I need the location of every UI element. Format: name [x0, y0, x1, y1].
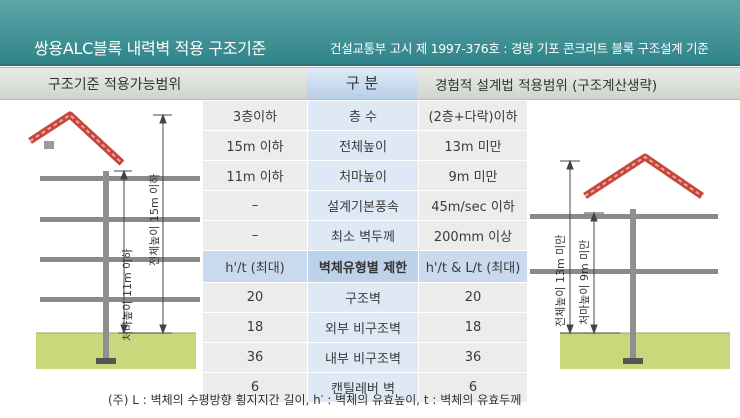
table-cell: 내부 비구조벽	[307, 342, 419, 373]
page-subtitle: 건설교통부 고시 제 1997-376호 : 경량 기포 콘크리트 블록 구조설…	[330, 41, 709, 56]
dimension-lines	[114, 113, 172, 335]
table-row: – 설계기본풍속 45m/sec 이하	[203, 190, 527, 221]
table-cell: 13m 미만	[418, 130, 527, 161]
header-bar: 쌍용ALC블록 내력벽 적용 구조기준 건설교통부 고시 제 1997-376호…	[0, 0, 740, 66]
table-row: 3층이하 층 수 (2층+다락)이하	[203, 101, 527, 131]
left-building-diagram: 처마높이 11m 이하 전체높이 15m 이하	[28, 111, 200, 369]
table-cell: 11m 이하	[203, 160, 308, 191]
table-cell: 구조벽	[307, 282, 419, 313]
table-cell: h'/t (최대)	[203, 250, 308, 283]
wall-column	[103, 171, 109, 361]
table-row: 15m 이하 전체높이 13m 미만	[203, 130, 527, 161]
table-cell: 벽체유형별 제한	[307, 250, 419, 283]
table-cell: h'/t & L/t (최대)	[418, 250, 527, 283]
dimension-lines	[560, 159, 620, 335]
table-row: 20 구조벽 20	[203, 282, 527, 313]
table-cell: (2층+다락)이하	[418, 101, 527, 131]
eave-height-label: 처마높이 11m 이하	[120, 249, 134, 341]
table-cell: 20	[203, 282, 308, 313]
table-row: 18 외부 비구조벽 18	[203, 312, 527, 343]
table-row: 36 내부 비구조벽 36	[203, 342, 527, 373]
table-cell: 200mm 이상	[418, 220, 527, 251]
page-title: 쌍용ALC블록 내력벽 적용 구조기준	[34, 39, 266, 58]
table-row: – 최소 벽두께 200mm 이상	[203, 220, 527, 251]
table-cell: 15m 이하	[203, 130, 308, 161]
wall-column	[630, 209, 636, 361]
table-subheader-row: h'/t (최대) 벽체유형별 제한 h'/t & L/t (최대)	[203, 250, 527, 283]
eave-height-label: 처마높이 9m 미만	[578, 240, 591, 325]
table-cell: 캔틸레버 벽	[307, 372, 419, 403]
table-cell: 18	[418, 312, 527, 343]
table-cell: 외부 비구조벽	[307, 312, 419, 343]
table-cell: 6	[203, 372, 308, 403]
table-cell: 층 수	[307, 101, 419, 131]
table-cell: 6	[418, 372, 527, 403]
ground	[560, 333, 730, 369]
total-height-label: 전체높이 15m 이하	[147, 174, 161, 266]
table-cell: 36	[203, 342, 308, 373]
table-cell: 처마높이	[307, 160, 419, 191]
column-header-band: 구조기준 적용가능범위 구 분 경험적 설계법 적용범위 (구조계산생략)	[0, 67, 740, 100]
roof-icon	[28, 111, 125, 166]
roof-icon	[583, 153, 704, 199]
floor-slabs	[530, 214, 718, 274]
table-cell: 36	[418, 342, 527, 373]
table-cell: 20	[418, 282, 527, 313]
table-cell: 설계기본풍속	[307, 190, 419, 221]
floor-slabs	[40, 176, 200, 302]
footnote: (주) L : 벽체의 수평방향 횡지지간 길이, h′ : 벽체의 유효높이,…	[108, 393, 522, 407]
table-row: 11m 이하 처마높이 9m 미만	[203, 160, 527, 191]
table-cell: –	[203, 220, 308, 251]
criteria-table: 3층이하 층 수 (2층+다락)이하 15m 이하 전체높이 13m 미만 11…	[203, 101, 527, 403]
column-header-left: 구조기준 적용가능범위	[48, 77, 182, 93]
total-height-label: 전체높이 13m 미만	[554, 235, 567, 327]
footing	[623, 358, 643, 364]
table-cell: 전체높이	[307, 130, 419, 161]
table-cell: 9m 미만	[418, 160, 527, 191]
column-header-center: 구 분	[307, 68, 417, 99]
footing	[96, 358, 116, 364]
table-cell: –	[203, 190, 308, 221]
table-cell: 최소 벽두께	[307, 220, 419, 251]
column-header-right: 경험적 설계법 적용범위 (구조계산생략)	[435, 78, 658, 94]
table-cell: 3층이하	[203, 101, 308, 131]
right-building-diagram: 전체높이 13m 미만 처마높이 9m 미만	[530, 153, 730, 369]
table-cell: 45m/sec 이하	[418, 190, 527, 221]
table-row: 6 캔틸레버 벽 6	[203, 372, 527, 403]
table-cell: 18	[203, 312, 308, 343]
